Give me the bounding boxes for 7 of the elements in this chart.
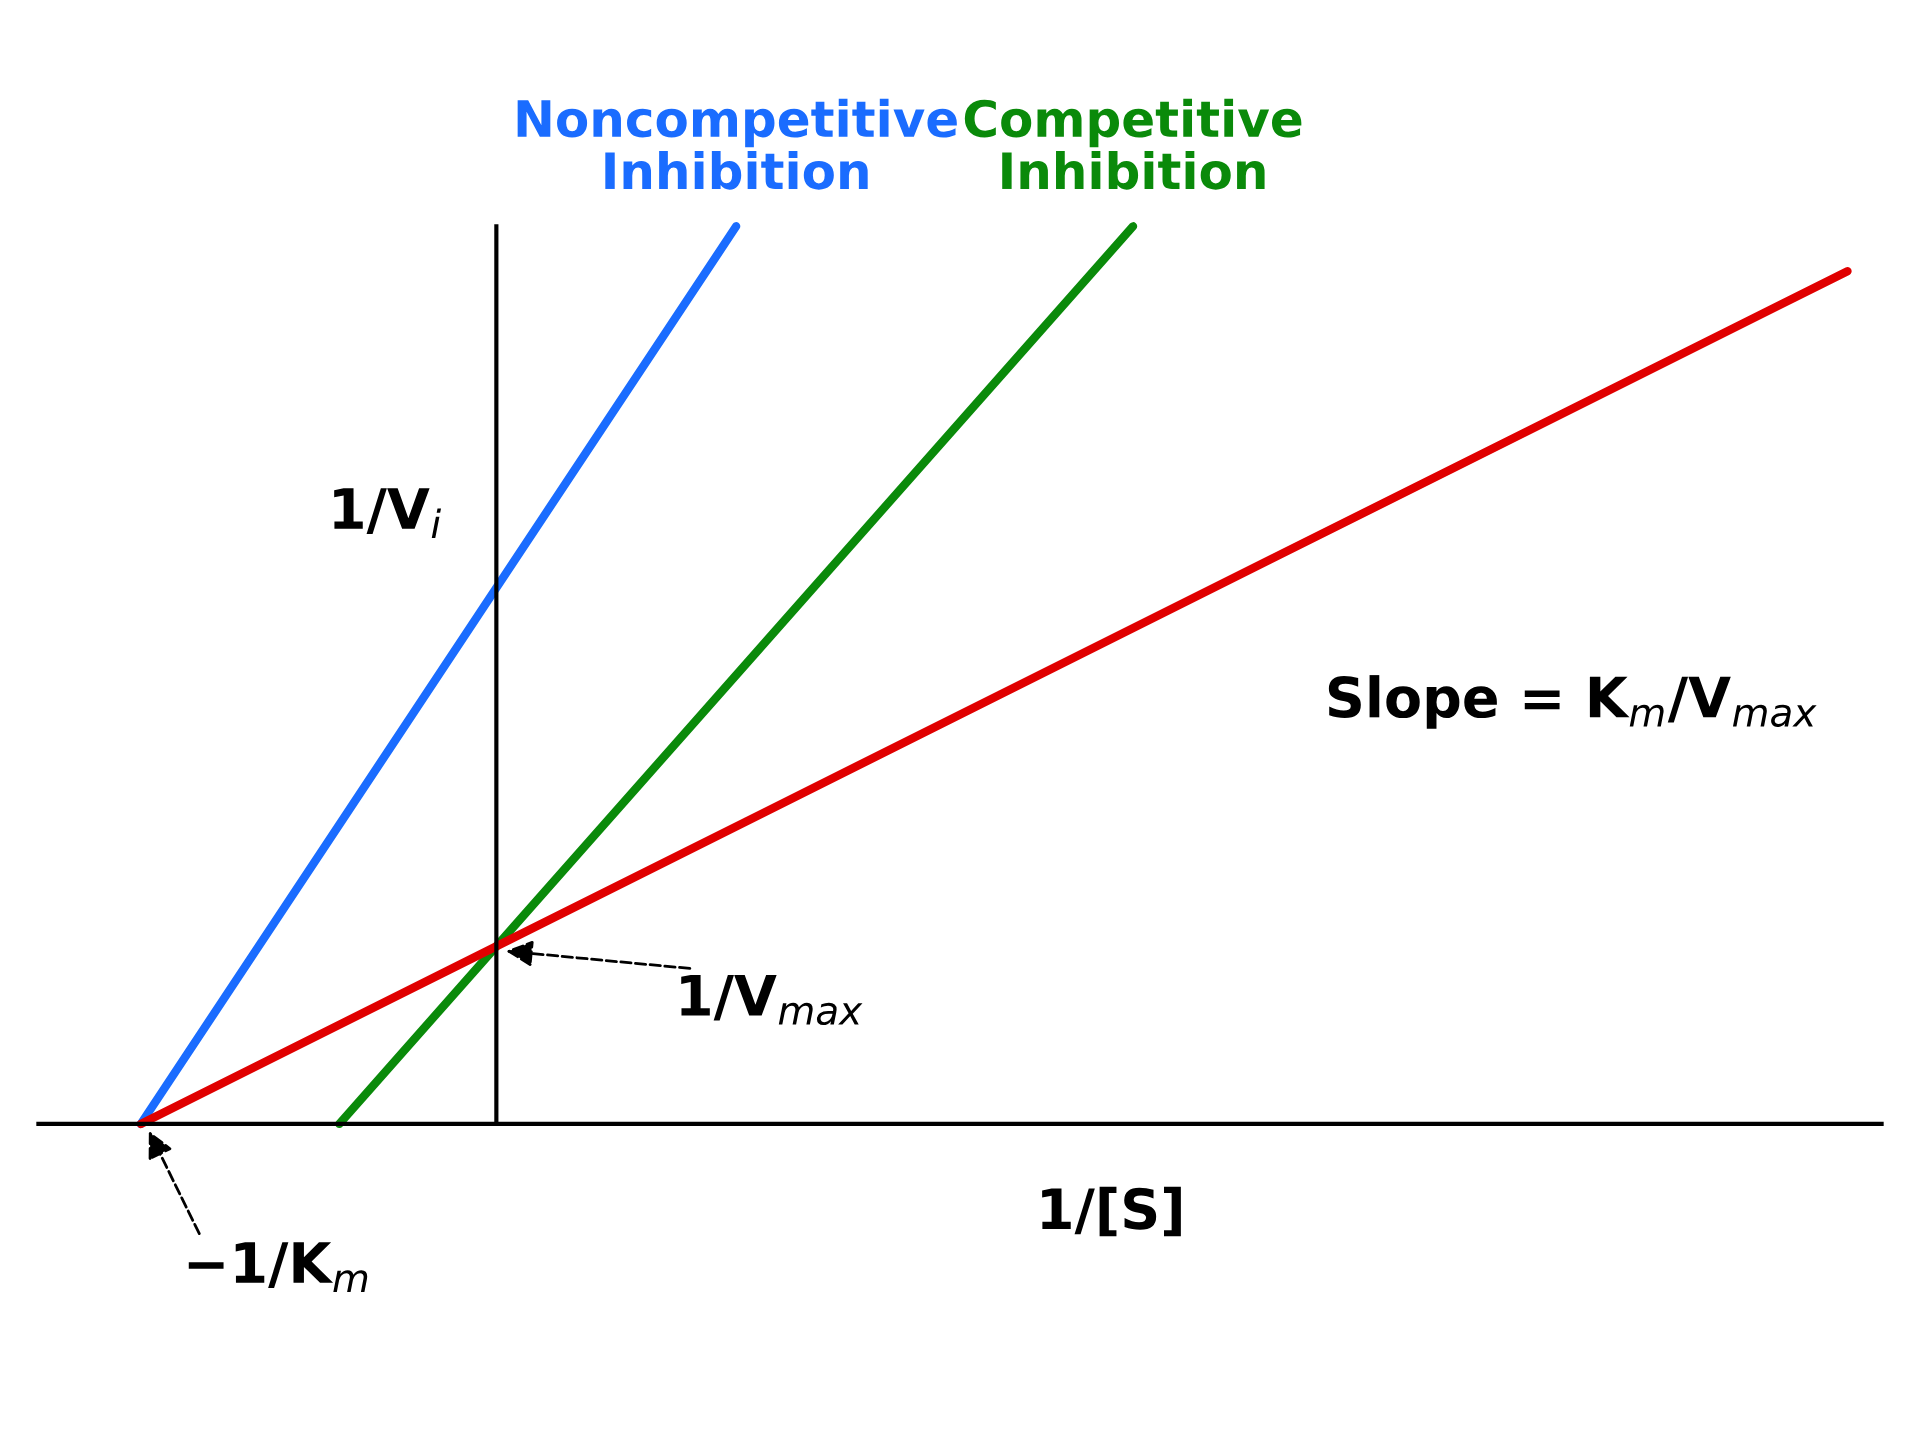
x-axis-title: 1/[S]: [1042, 1186, 1181, 1237]
series-label: Noncompetitive Inhibition: [517, 98, 957, 190]
annotation: 1/V$_{max}$: [681, 974, 863, 1026]
series-label: Competitive Inhibition: [964, 98, 1302, 190]
y-axis-title: 1/V$_{i}$: [334, 488, 442, 538]
annotation: Slope = K$_{m}$/V$_{max}$: [1328, 675, 1817, 729]
text: −1/K$_{m}$: [188, 1242, 368, 1292]
